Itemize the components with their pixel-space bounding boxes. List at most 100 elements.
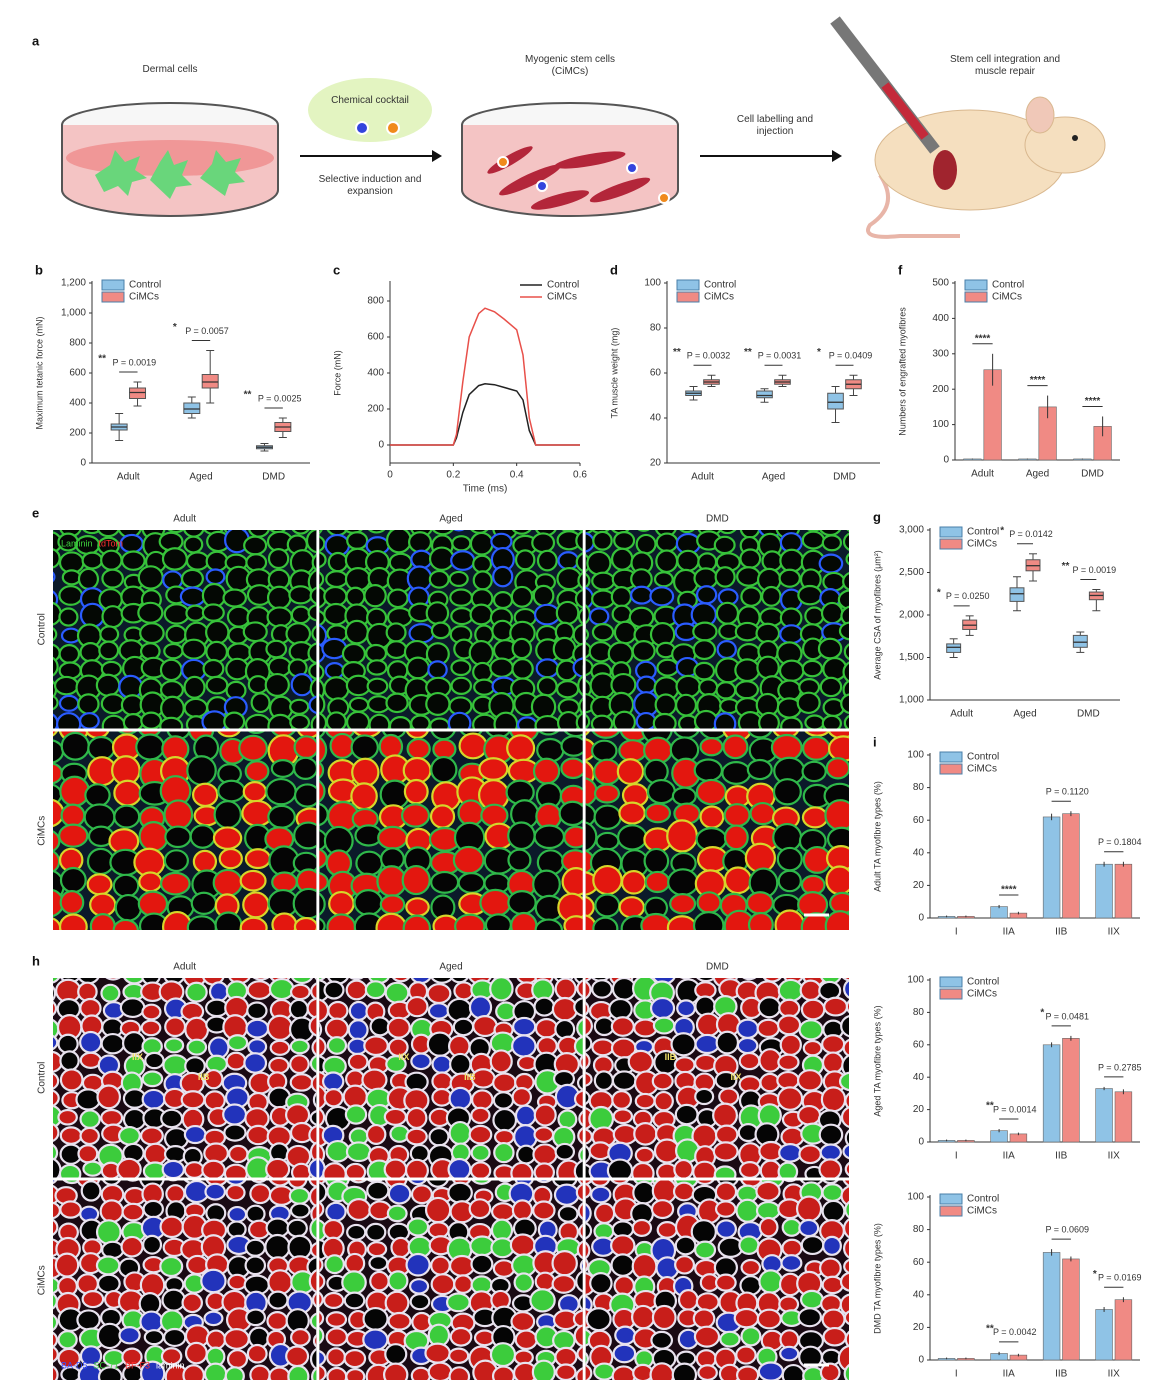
fibre: [450, 659, 472, 677]
fibre: [100, 549, 123, 571]
fibre: [319, 1364, 327, 1380]
fibre: [820, 1086, 847, 1113]
legend-swatch: [676, 279, 700, 291]
fibre: [319, 892, 326, 916]
fibre: [308, 1124, 317, 1146]
fibre: [631, 1218, 653, 1237]
y-tick-label: 400: [69, 398, 86, 409]
fibre: [53, 1000, 58, 1017]
fibre: [696, 978, 716, 983]
fibre: [776, 1070, 800, 1090]
fibre: [350, 1180, 367, 1184]
legend-label: Control: [967, 527, 999, 538]
fibre: [758, 1216, 779, 1238]
fibre: [575, 712, 583, 729]
y-axis-title: Maximum tetanic force (mN): [34, 316, 44, 429]
fibre: [214, 911, 243, 930]
panel-letter: g: [873, 509, 881, 524]
fibre: [842, 1218, 850, 1239]
fibre: [203, 1090, 226, 1111]
fibre: [509, 1233, 536, 1257]
legend-swatch: [964, 279, 988, 291]
fibre: [179, 586, 206, 607]
fibre: [469, 1161, 492, 1178]
fibre: [585, 1001, 590, 1016]
y-tick-label: 1,000: [899, 695, 924, 706]
y-tick-label: 80: [913, 782, 925, 793]
fibre: [432, 738, 457, 760]
fibre: [844, 1092, 850, 1110]
legend-label: Control: [967, 1194, 999, 1205]
fibre: [749, 801, 776, 826]
fibre: [671, 1362, 698, 1380]
fibre: [326, 913, 357, 930]
fibre: [755, 1180, 781, 1202]
fibre: [735, 1365, 760, 1380]
bar: [1114, 1091, 1133, 1143]
fibre: [453, 1274, 474, 1294]
fibre: [410, 1052, 432, 1071]
fibre: [573, 1089, 583, 1109]
fibre: [839, 1293, 850, 1317]
fibre: [180, 1090, 206, 1110]
fibre: [843, 1310, 850, 1325]
fibre: [770, 733, 803, 762]
fibre: [319, 1201, 325, 1218]
fibre: [308, 1185, 317, 1208]
fibre: [365, 1123, 387, 1145]
fibre: [666, 819, 698, 853]
fibre: [666, 915, 698, 930]
fibre: [245, 1018, 270, 1039]
fibre: [329, 732, 355, 759]
fibre: [77, 981, 98, 1002]
fibre: [366, 677, 389, 695]
fibre: [513, 1272, 535, 1293]
fibre: [679, 978, 691, 980]
x-tick-label: IIB: [1055, 1369, 1068, 1380]
fibre: [716, 640, 737, 660]
line-series: [390, 307, 580, 446]
fibre: [345, 1367, 366, 1380]
fibre: [425, 691, 451, 716]
legend-swatch: [939, 988, 963, 1000]
fibre: [667, 868, 699, 897]
fibre: [321, 1071, 345, 1092]
fibre: [53, 1218, 59, 1236]
fibre: [492, 591, 514, 610]
fibre: [345, 979, 368, 1001]
fibre: [290, 605, 312, 625]
y-tick-label: 100: [932, 419, 949, 430]
fibre: [292, 756, 317, 781]
fibre: [53, 656, 59, 677]
fibre: [718, 530, 737, 535]
fibre: [453, 530, 465, 532]
fibre: [611, 1070, 637, 1091]
fibre: [823, 996, 849, 1017]
fibre: [821, 1199, 846, 1223]
box: [1072, 634, 1088, 648]
fibre: [489, 978, 514, 1002]
fibre: [314, 978, 317, 981]
fibre: [738, 1235, 760, 1256]
fibre: [408, 623, 435, 644]
fibre: [699, 737, 724, 757]
fibre: [430, 1273, 456, 1296]
fibre: [511, 637, 533, 660]
fibre: [323, 1291, 345, 1309]
fibre: [585, 1307, 612, 1332]
significance: ****: [1030, 375, 1046, 386]
fibre: [612, 1108, 634, 1125]
fibre: [595, 831, 620, 851]
fibre: [845, 552, 850, 566]
fibre: [478, 757, 509, 781]
fibre: [448, 570, 469, 587]
fibre: [734, 658, 761, 683]
fibre: [585, 731, 590, 736]
fibre: [53, 1331, 59, 1349]
micrograph-tile: [585, 1180, 850, 1380]
x-tick-label: IIA: [1003, 927, 1016, 938]
fibre: [319, 1291, 324, 1308]
box: [183, 402, 201, 414]
fibre: [192, 849, 218, 874]
fibre: [82, 530, 102, 535]
